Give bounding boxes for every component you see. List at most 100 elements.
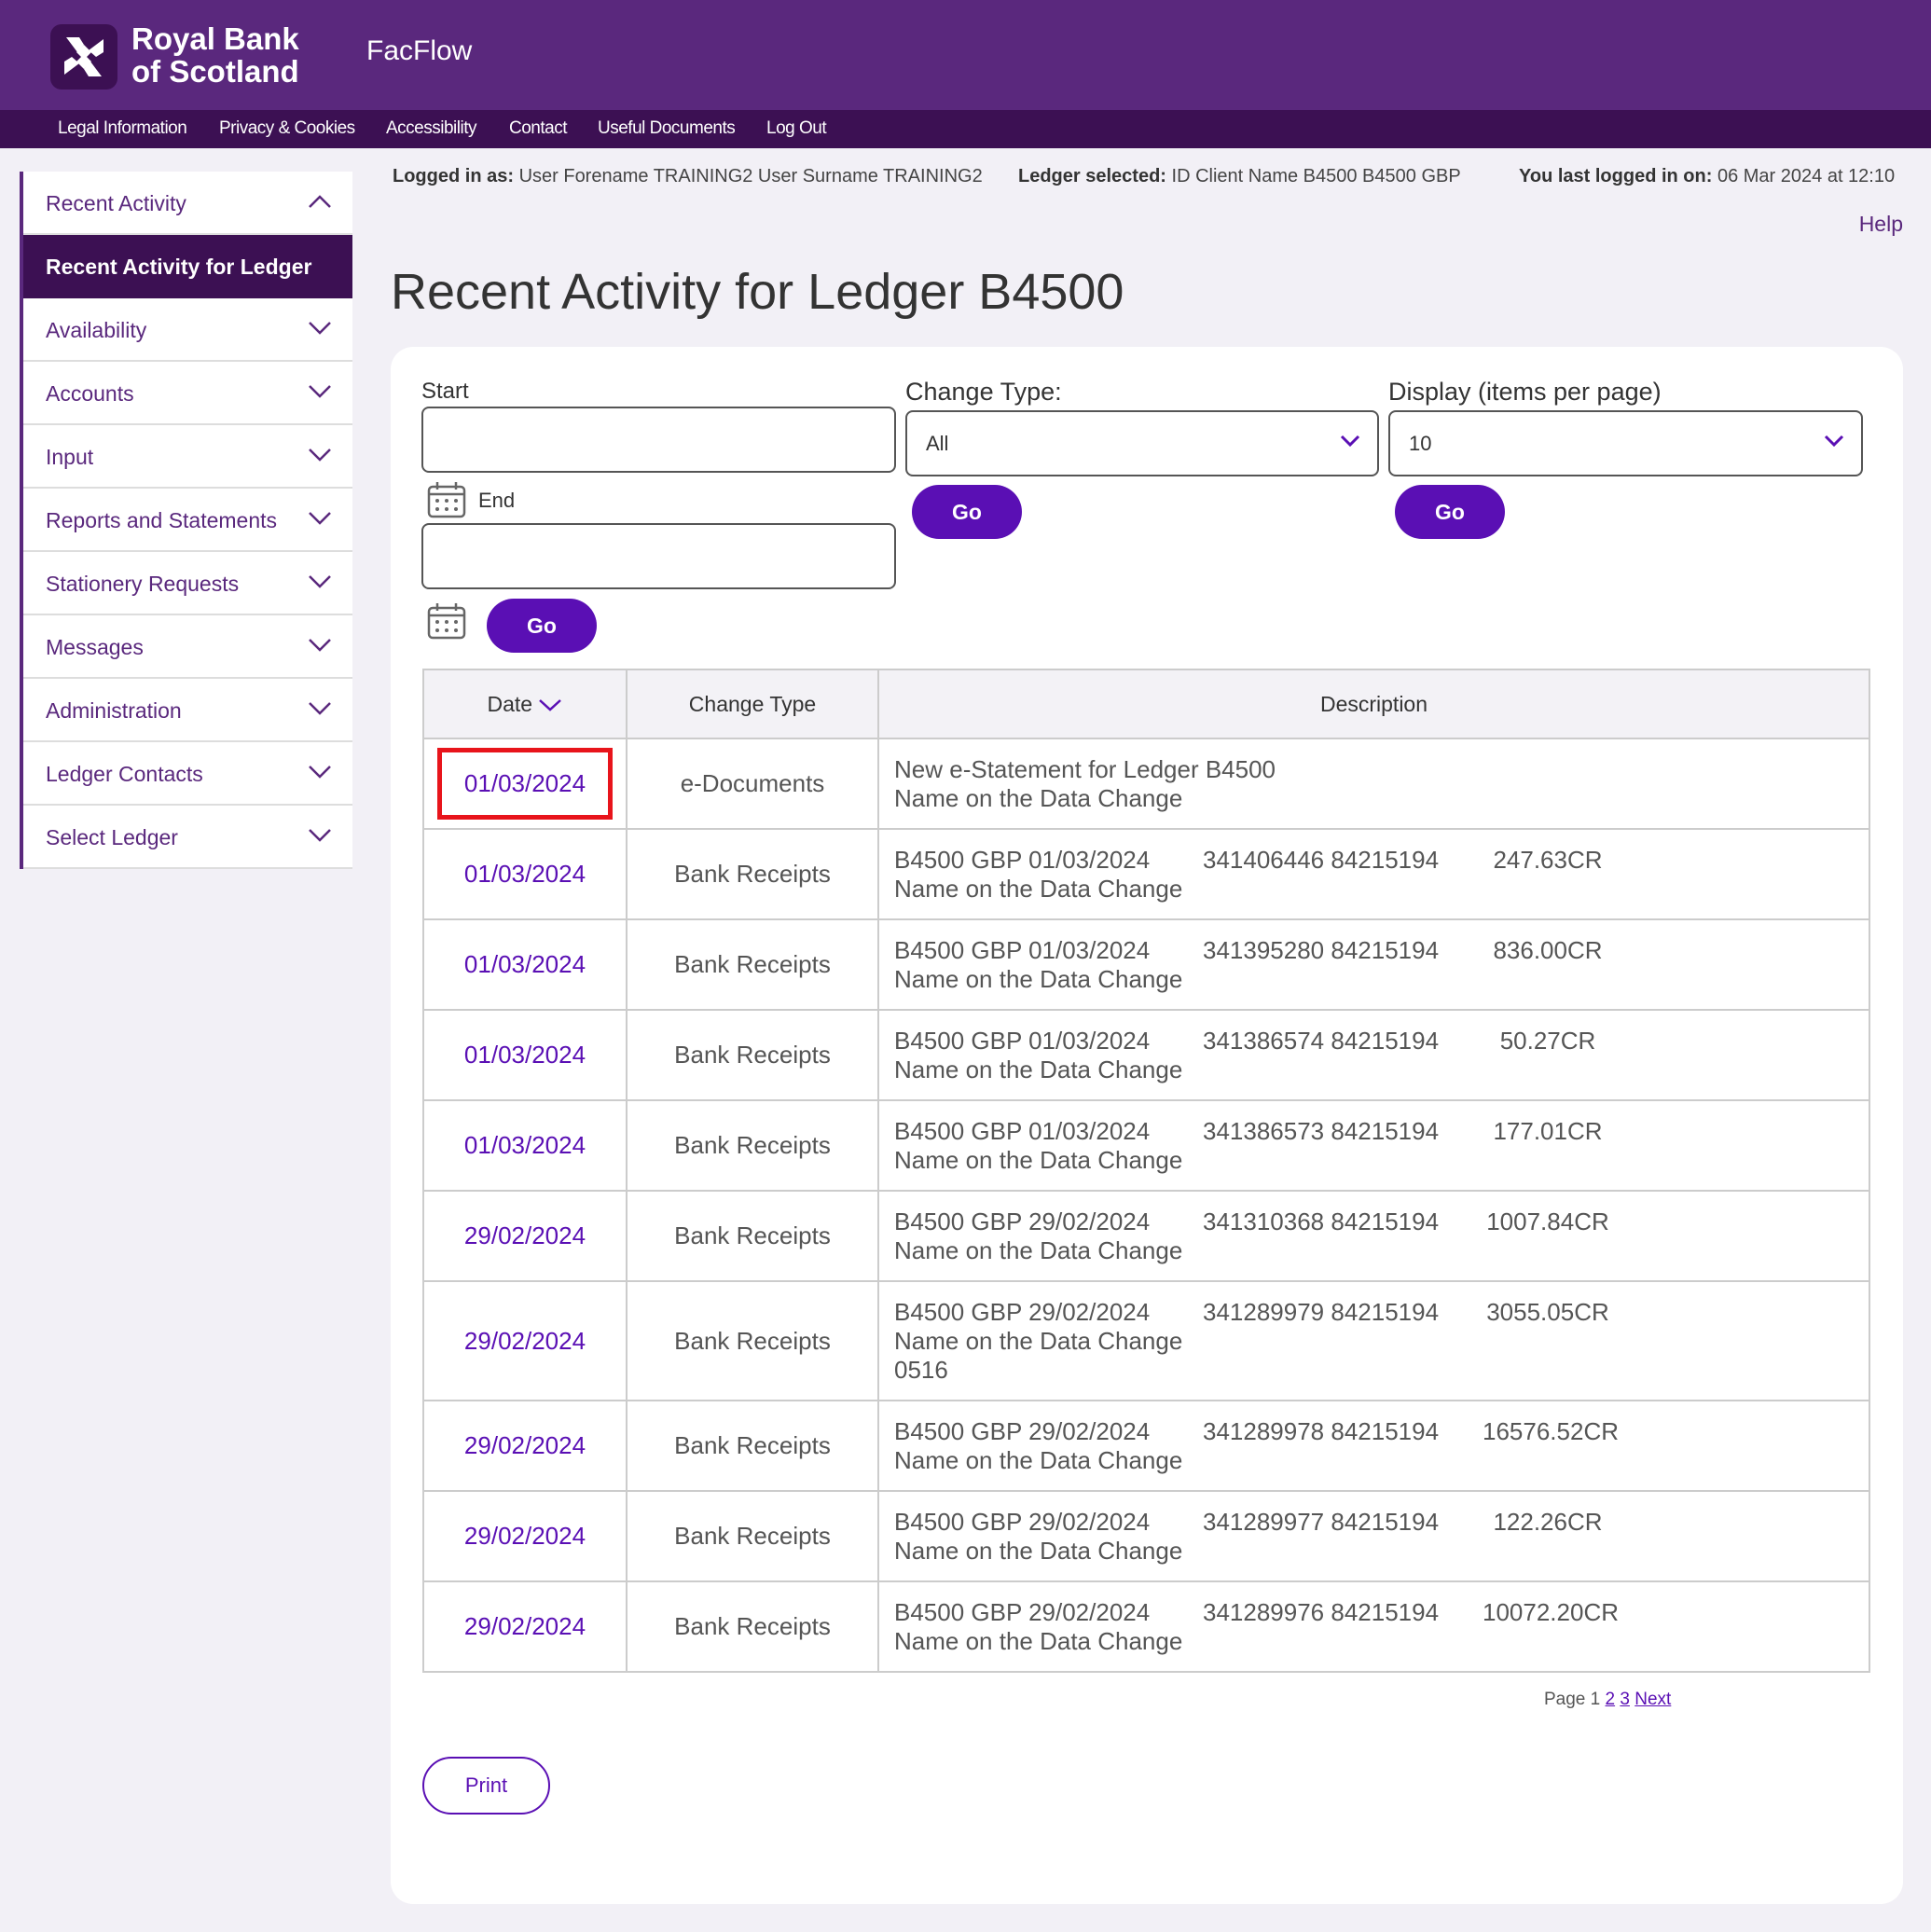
sidebar-item-messages[interactable]: Messages: [23, 615, 352, 679]
change-type-cell: Bank Receipts: [626, 1280, 879, 1401]
app-name: FacFlow: [366, 35, 473, 66]
sidebar-item-recent-activity-for-ledger[interactable]: Recent Activity for Ledger: [23, 235, 352, 298]
chevron-up-icon: [309, 195, 331, 208]
description-cell: New e-Statement for Ledger B4500 Name on …: [877, 738, 1870, 830]
change-type-cell: Bank Receipts: [626, 828, 879, 920]
nav-legal-information[interactable]: Legal Information: [58, 118, 187, 138]
table-row: 29/02/2024 Bank Receipts B4500 GBP 29/02…: [422, 1580, 1870, 1673]
date-link[interactable]: 01/03/2024: [422, 1099, 628, 1192]
start-date-input[interactable]: [421, 407, 896, 473]
brand-name: Royal Bank of Scotland: [131, 21, 299, 89]
sidebar-item-administration[interactable]: Administration: [23, 679, 352, 742]
calendar-icon[interactable]: [426, 480, 467, 519]
sidebar-menu: Recent Activity Recent Activity for Ledg…: [20, 172, 352, 869]
sidebar-item-reports-and-statements[interactable]: Reports and Statements: [23, 489, 352, 552]
end-label: End: [478, 489, 516, 512]
nav-useful-documents[interactable]: Useful Documents: [598, 118, 736, 138]
page-link-3[interactable]: 3: [1620, 1690, 1630, 1709]
items-per-page-select[interactable]: 10: [1388, 410, 1863, 476]
change-type-cell: Bank Receipts: [626, 1490, 879, 1582]
change-type-label: Change Type:: [905, 378, 1062, 406]
chevron-down-icon: [309, 829, 331, 842]
nav-log-out[interactable]: Log Out: [766, 118, 827, 138]
change-type-select[interactable]: All: [905, 410, 1379, 476]
sidebar-item-accounts[interactable]: Accounts: [23, 362, 352, 425]
chevron-down-icon: [309, 575, 331, 588]
description-cell: B4500 GBP 01/03/2024 341395280 84215194 83…: [877, 918, 1870, 1011]
chevron-down-icon: [1824, 435, 1844, 448]
highlighted-date-link[interactable]: 01/03/2024: [436, 748, 614, 820]
change-type-cell: Bank Receipts: [626, 1190, 879, 1282]
change-type-cell: Bank Receipts: [626, 1580, 879, 1673]
calendar-icon[interactable]: [426, 601, 467, 641]
ledger-selected-info: Ledger selected: ID Client Name B4500 B4…: [1018, 166, 1461, 186]
chevron-down-icon: [309, 385, 331, 398]
top-header: Royal Bank of Scotland FacFlow: [0, 0, 1931, 110]
display-label: Display (items per page): [1388, 378, 1662, 406]
table-row: 01/03/2024 Bank Receipts B4500 GBP 01/03…: [422, 1009, 1870, 1101]
date-link[interactable]: 01/03/2024: [422, 828, 628, 920]
chevron-down-icon: [1340, 435, 1360, 448]
date-link[interactable]: 29/02/2024: [422, 1490, 628, 1582]
description-cell: B4500 GBP 29/02/2024 341289977 84215194 12…: [877, 1490, 1870, 1582]
date-link[interactable]: 29/02/2024: [422, 1580, 628, 1673]
date-link[interactable]: 29/02/2024: [422, 1190, 628, 1282]
date-go-button[interactable]: Go: [487, 599, 597, 653]
table-row: 01/03/2024 Bank Receipts B4500 GBP 01/03…: [422, 828, 1870, 920]
chevron-down-icon: [539, 698, 562, 711]
sidebar-item-input[interactable]: Input: [23, 425, 352, 489]
description-cell: B4500 GBP 29/02/2024 341310368 84215194 10…: [877, 1190, 1870, 1282]
sidebar-item-availability[interactable]: Availability: [23, 298, 352, 362]
current-page: 1: [1590, 1690, 1601, 1709]
sidebar-item-ledger-contacts[interactable]: Ledger Contacts: [23, 742, 352, 806]
description-cell: B4500 GBP 29/02/2024 341289976 84215194 10…: [877, 1580, 1870, 1673]
nav-accessibility[interactable]: Accessibility: [386, 118, 476, 138]
date-link[interactable]: 01/03/2024: [422, 918, 628, 1011]
change-type-cell: e-Documents: [626, 738, 879, 830]
display-go-button[interactable]: Go: [1395, 485, 1505, 539]
help-link[interactable]: Help: [1858, 212, 1903, 236]
table-row: 01/03/2024 e-Documents New e-Statement f…: [422, 738, 1870, 830]
table-row: 29/02/2024 Bank Receipts B4500 GBP 29/02…: [422, 1490, 1870, 1582]
start-label: Start: [421, 379, 469, 404]
next-page-link[interactable]: Next: [1634, 1690, 1672, 1709]
chevron-down-icon: [309, 322, 331, 335]
nav-contact[interactable]: Contact: [509, 118, 567, 138]
chevron-down-icon: [309, 512, 331, 525]
description-cell: B4500 GBP 01/03/2024 341386573 84215194 17…: [877, 1099, 1870, 1192]
sidebar-item-stationery-requests[interactable]: Stationery Requests: [23, 552, 352, 615]
date-link[interactable]: 01/03/2024: [422, 1009, 628, 1101]
last-login-info: You last logged in on: 06 Mar 2024 at 12…: [1519, 166, 1896, 186]
end-date-input[interactable]: [421, 523, 896, 589]
description-cell: B4500 GBP 01/03/2024 341386574 84215194 50…: [877, 1009, 1870, 1101]
table-row: 01/03/2024 Bank Receipts B4500 GBP 01/03…: [422, 918, 1870, 1011]
sidebar-item-recent-activity[interactable]: Recent Activity: [23, 172, 352, 235]
rbs-logo-icon[interactable]: [50, 24, 117, 90]
description-cell: B4500 GBP 29/02/2024 341289978 84215194 16…: [877, 1400, 1870, 1492]
change-type-go-button[interactable]: Go: [912, 485, 1022, 539]
recent-activity-table: Date Change Type Description 01/03/2024 …: [422, 669, 1870, 1673]
column-header-date[interactable]: Date: [422, 669, 628, 739]
sidebar-item-label: Recent Activity: [46, 191, 186, 215]
chevron-down-icon: [309, 766, 331, 779]
print-button[interactable]: Print: [422, 1757, 550, 1815]
sidebar-item-select-ledger[interactable]: Select Ledger: [23, 806, 352, 869]
table-row: 29/02/2024 Bank Receipts B4500 GBP 29/02…: [422, 1190, 1870, 1282]
date-link[interactable]: 29/02/2024: [422, 1280, 628, 1401]
page-link-2[interactable]: 2: [1605, 1690, 1616, 1709]
page-title: Recent Activity for Ledger B4500: [391, 264, 1124, 320]
description-cell: B4500 GBP 29/02/2024 341289979 84215194 30…: [877, 1280, 1870, 1401]
table-row: 29/02/2024 Bank Receipts B4500 GBP 29/02…: [422, 1400, 1870, 1492]
column-header-change-type: Change Type: [626, 669, 879, 739]
change-type-cell: Bank Receipts: [626, 1400, 879, 1492]
date-link[interactable]: 29/02/2024: [422, 1400, 628, 1492]
chevron-down-icon: [309, 639, 331, 652]
change-type-cell: Bank Receipts: [626, 918, 879, 1011]
description-cell: B4500 GBP 01/03/2024 341406446 84215194 24…: [877, 828, 1870, 920]
change-type-cell: Bank Receipts: [626, 1009, 879, 1101]
column-header-description: Description: [877, 669, 1870, 739]
nav-privacy-cookies[interactable]: Privacy & Cookies: [219, 118, 355, 138]
change-type-cell: Bank Receipts: [626, 1099, 879, 1192]
table-row: 29/02/2024 Bank Receipts B4500 GBP 29/02…: [422, 1280, 1870, 1401]
utility-nav: Legal Information Privacy & Cookies Acce…: [0, 110, 1931, 148]
